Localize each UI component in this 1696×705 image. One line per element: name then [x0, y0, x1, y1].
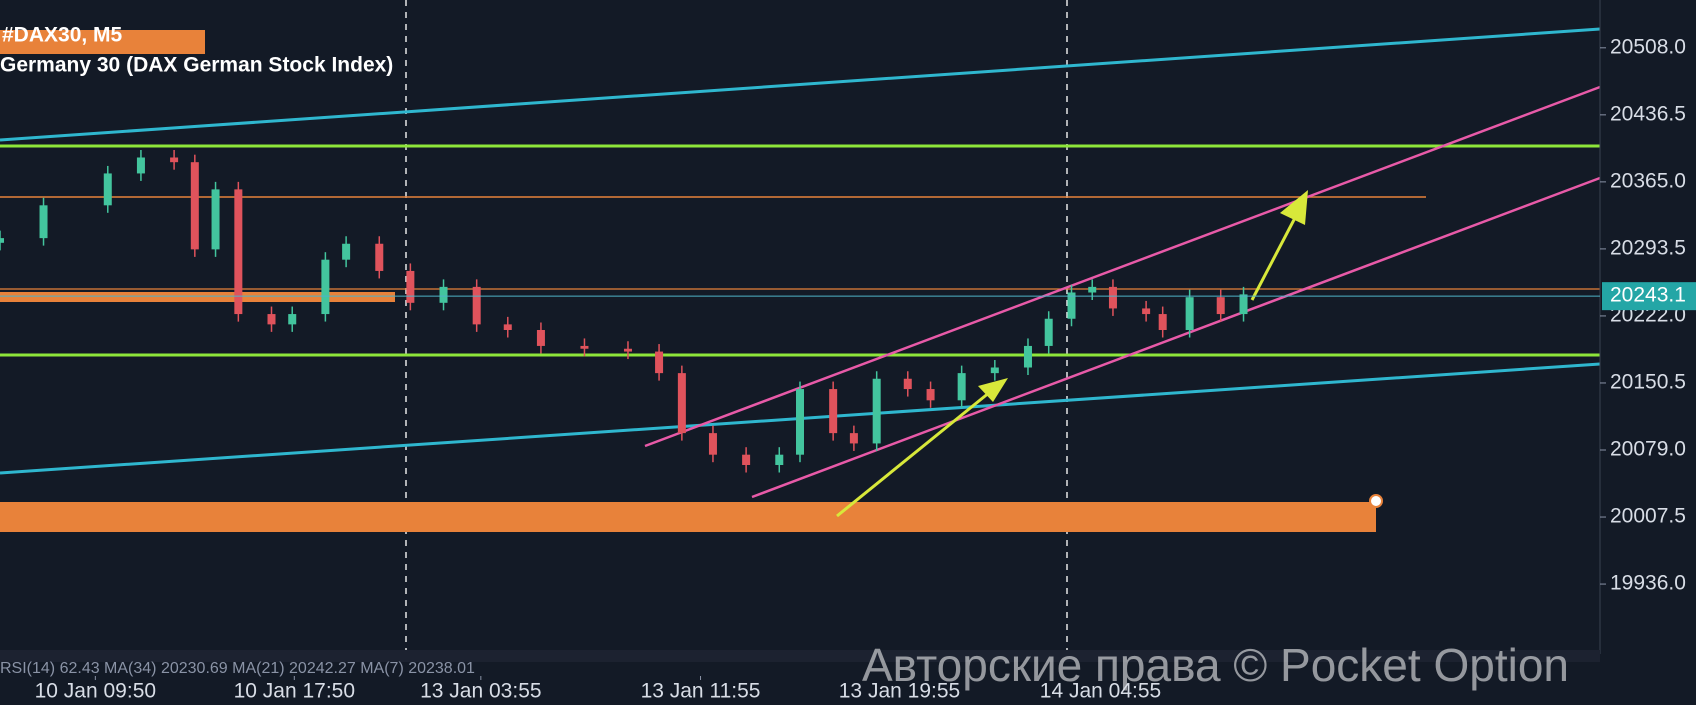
x-tick-label: 13 Jan 11:55: [641, 680, 761, 703]
y-tick-label: 19936.0: [1610, 572, 1686, 595]
candle-body: [503, 324, 512, 330]
candle-body: [472, 286, 481, 325]
last-price-badge: [1602, 282, 1696, 311]
candle-body: [580, 345, 589, 349]
candle-body: [1044, 318, 1053, 346]
candle-body: [406, 270, 415, 303]
candle-body: [1088, 286, 1097, 293]
channel-line: [644, 85, 1601, 448]
candle-body: [849, 433, 858, 444]
channel-line: [751, 176, 1601, 499]
candle-body: [375, 243, 384, 271]
y-tick-label: 20079.0: [1610, 438, 1686, 461]
candle-body: [677, 373, 686, 434]
title-badge: [0, 30, 205, 54]
candle-body: [796, 389, 804, 455]
candle-body: [288, 314, 297, 325]
candle-body: [1239, 294, 1248, 315]
candle-body: [708, 433, 717, 455]
candle-body: [775, 454, 784, 465]
arrow-head: [978, 378, 1008, 402]
candle-body: [190, 162, 199, 250]
arrow-head: [1280, 190, 1308, 225]
candle-body: [742, 454, 751, 465]
candle-body: [0, 238, 4, 243]
arrow: [1250, 213, 1299, 301]
zone-handle[interactable]: [1369, 494, 1383, 508]
trend-line: [0, 27, 1601, 142]
candle-body: [655, 351, 664, 374]
candle-body: [536, 330, 545, 346]
candle-body: [439, 286, 448, 303]
last-price-label: 20243.1: [1610, 284, 1686, 307]
candle-body: [829, 389, 838, 434]
candle-body: [342, 243, 351, 260]
resistance-zone: [0, 292, 395, 302]
y-tick-label: 20365.0: [1610, 169, 1686, 192]
candle-body: [170, 157, 179, 163]
candle-body: [136, 157, 145, 174]
candle-body: [1108, 286, 1117, 309]
x-tick-label: 13 Jan 19:55: [839, 680, 960, 703]
watermark: Авторские права © Pocket Option: [862, 639, 1569, 691]
chart-subtitle: Germany 30 (DAX German Stock Index): [0, 54, 393, 77]
candle-body: [990, 367, 999, 374]
candle-body: [623, 348, 632, 352]
candle-body: [267, 314, 276, 325]
candle-body: [903, 378, 912, 390]
candle-body: [103, 173, 112, 206]
candle-body: [1158, 314, 1167, 330]
x-tick-label: 13 Jan 03:55: [420, 680, 541, 703]
candle-body: [926, 389, 935, 401]
candle-body: [1023, 345, 1032, 368]
candle-body: [211, 189, 220, 250]
candle-body: [872, 378, 881, 444]
y-tick-label: 20293.5: [1610, 236, 1686, 259]
indicator-strip: [0, 650, 1600, 662]
y-tick-label: 20436.5: [1610, 102, 1686, 125]
candle-body: [957, 373, 966, 401]
x-tick-label: 14 Jan 04:55: [1040, 680, 1161, 703]
candle-body: [1216, 297, 1225, 315]
x-tick-label: 10 Jan 17:50: [234, 680, 355, 703]
candle-body: [234, 189, 243, 315]
x-tick-label: 10 Jan 09:50: [35, 680, 156, 703]
arrow: [836, 390, 991, 518]
candle-body: [39, 205, 48, 239]
indicator-text: RSI(14) 62.43 MA(34) 20230.69 MA(21) 202…: [0, 660, 475, 677]
candle-body: [1142, 308, 1151, 315]
chart-title: #DAX30, M5: [2, 24, 123, 47]
y-tick-label: 20150.5: [1610, 371, 1686, 394]
y-tick-label: 20508.0: [1610, 35, 1686, 58]
support-zone: [0, 502, 1376, 532]
candle-body: [1067, 292, 1076, 319]
candle-body: [321, 259, 330, 315]
time-axis-panel: [0, 654, 1696, 705]
y-tick-label: 20007.5: [1610, 505, 1686, 528]
candle-body: [1185, 297, 1194, 330]
